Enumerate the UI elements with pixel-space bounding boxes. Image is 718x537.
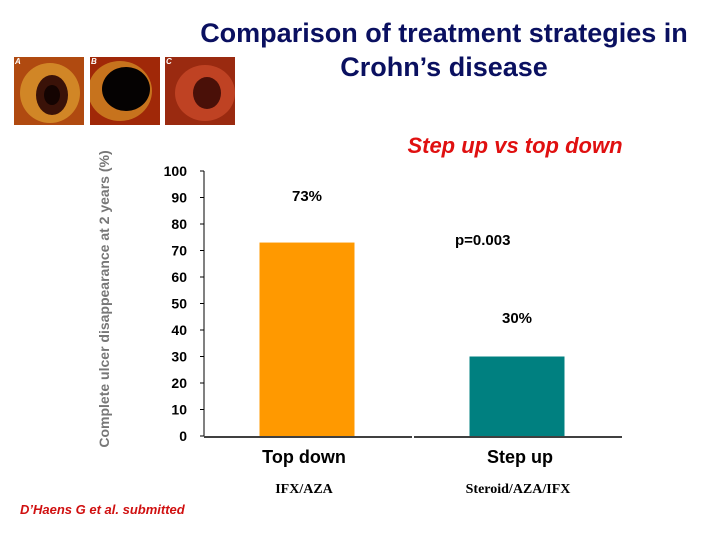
chart-subtitle: Step up vs top down	[407, 133, 623, 158]
citation: D’Haens G et al. submitted	[20, 502, 185, 517]
y-tick-label: 70	[171, 243, 187, 259]
y-tick-label: 90	[171, 190, 187, 206]
endoscopy-image-a: A	[14, 57, 84, 125]
y-tick-label: 40	[171, 322, 187, 338]
y-tick-label: 20	[171, 375, 187, 391]
bar	[469, 356, 565, 436]
y-tick-label: 60	[171, 269, 187, 285]
x-category-label: Top down	[262, 447, 346, 467]
endoscopy-image-b: B	[88, 57, 160, 125]
y-tick-label: 100	[164, 163, 188, 179]
image-letter-c: C	[166, 57, 172, 66]
category-sublabel-top-down: IFX/AZA	[275, 482, 333, 497]
endoscopy-image-a-picture	[14, 57, 84, 125]
slide-title: Comparison of treatment strategies in Cr…	[200, 18, 688, 82]
image-letter-b: B	[91, 57, 97, 66]
y-tick-label: 10	[171, 402, 187, 418]
image-letter-a: A	[15, 57, 21, 66]
y-tick-label: 30	[171, 349, 187, 365]
x-category-label: Step up	[487, 447, 553, 467]
p-value-annotation: p=0.003	[455, 232, 510, 249]
bar-value-label: 30%	[502, 310, 532, 327]
endoscopy-image-c: C	[165, 57, 235, 125]
bar-value-label: 73%	[292, 188, 322, 205]
y-tick-label: 0	[179, 428, 187, 444]
bar	[259, 242, 355, 436]
endoscopy-image-b-picture	[88, 57, 160, 125]
y-tick-label: 50	[171, 296, 187, 312]
y-tick-label: 80	[171, 216, 187, 232]
endoscopy-image-c-picture	[165, 57, 235, 125]
category-sublabel-step-up: Steroid/AZA/IFX	[465, 482, 571, 497]
